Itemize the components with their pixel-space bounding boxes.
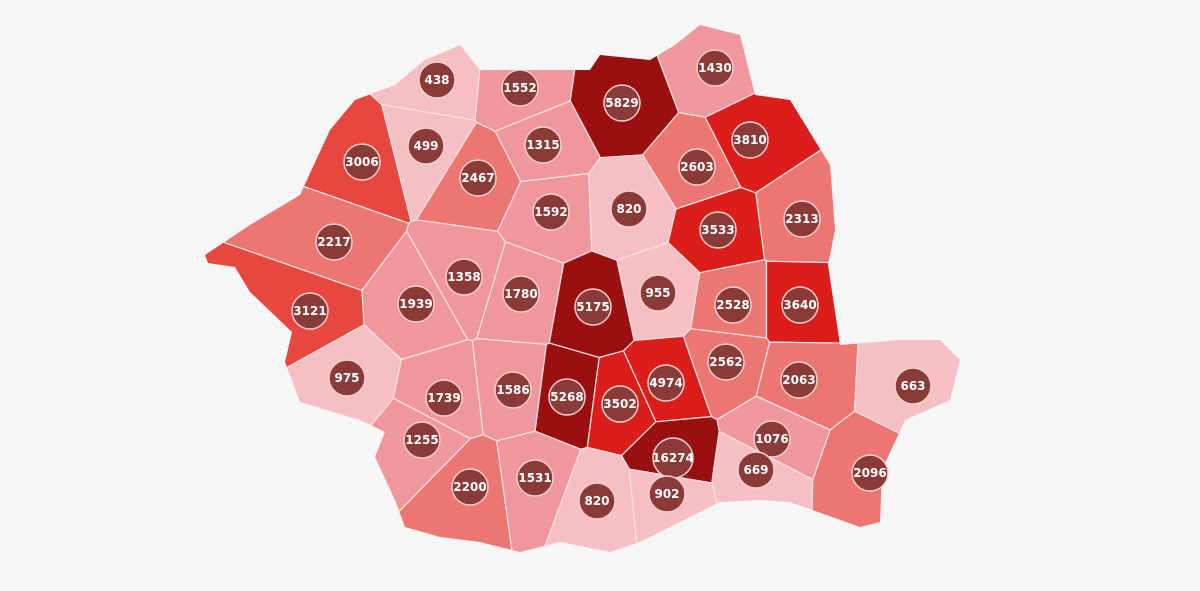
county-value: 3006 — [345, 155, 378, 169]
county-value: 3640 — [783, 298, 816, 312]
county-value: 2096 — [853, 466, 886, 480]
county-value: 2562 — [709, 355, 742, 369]
county-value: 1255 — [405, 433, 438, 447]
value-bubble — [459, 159, 497, 197]
value-bubble — [678, 148, 716, 186]
value-bubble — [291, 292, 329, 330]
value-bubble — [699, 211, 737, 249]
county-value: 955 — [645, 286, 670, 300]
county-value: 663 — [900, 379, 925, 393]
value-bubble — [648, 475, 686, 513]
county-value: 1430 — [698, 61, 731, 75]
county-value: 1739 — [427, 391, 460, 405]
county-value: 1586 — [496, 383, 529, 397]
county-value: 1315 — [526, 138, 559, 152]
value-bubble — [532, 193, 570, 231]
county-value: 2528 — [716, 298, 749, 312]
county-region[interactable] — [150, 324, 403, 591]
value-bubble — [403, 421, 441, 459]
value-bubble — [574, 288, 612, 326]
value-bubble — [696, 49, 734, 87]
value-bubble — [502, 275, 540, 313]
county-value: 1552 — [503, 81, 536, 95]
value-bubble — [397, 285, 435, 323]
county-value: 2603 — [680, 160, 713, 174]
county-value: 1939 — [399, 297, 432, 311]
value-bubble — [445, 258, 483, 296]
county-value: 5175 — [576, 300, 609, 314]
county-region[interactable] — [527, 446, 643, 591]
value-bubble — [603, 84, 641, 122]
county-value: 2467 — [461, 171, 494, 185]
county-value: 975 — [334, 371, 359, 385]
county-value: 902 — [654, 487, 679, 501]
value-bubble — [610, 190, 648, 228]
county-value: 16274 — [652, 451, 694, 465]
county-value: 1076 — [755, 432, 788, 446]
value-bubble — [781, 286, 819, 324]
value-bubble — [425, 379, 463, 417]
county-value: 3502 — [603, 397, 636, 411]
county-value: 2063 — [782, 373, 815, 387]
value-bubble — [501, 69, 539, 107]
value-bubble — [516, 459, 554, 497]
county-value: 1592 — [534, 205, 567, 219]
value-bubble — [851, 454, 889, 492]
value-bubble — [707, 343, 745, 381]
county-region[interactable] — [150, 0, 412, 224]
county-value: 3533 — [701, 223, 734, 237]
county-region[interactable] — [704, 0, 1000, 194]
value-bubble — [451, 468, 489, 506]
county-value: 438 — [424, 73, 449, 87]
county-value: 820 — [616, 202, 641, 216]
value-bubble — [714, 286, 752, 324]
value-bubble — [894, 367, 932, 405]
county-value: 1358 — [447, 270, 480, 284]
value-bubble — [343, 143, 381, 181]
value-bubble — [494, 371, 532, 409]
county-value: 2313 — [785, 212, 818, 226]
county-value: 1780 — [504, 287, 537, 301]
value-bubble — [548, 378, 586, 416]
value-bubble — [783, 200, 821, 238]
value-bubble — [647, 364, 685, 402]
value-bubble — [601, 385, 639, 423]
county-value: 820 — [584, 494, 609, 508]
value-bubble — [737, 451, 775, 489]
county-value: 3121 — [293, 304, 326, 318]
value-bubble — [418, 61, 456, 99]
county-value: 499 — [413, 139, 438, 153]
county-regions — [150, 0, 1000, 591]
county-value: 4974 — [649, 376, 682, 390]
value-bubble — [780, 361, 818, 399]
county-value: 5829 — [605, 96, 638, 110]
value-bubble — [578, 482, 616, 520]
county-labels: 438 1552 5829 1430 499 1315 3810 3006 2467 2603 82… — [291, 49, 932, 520]
value-bubble — [315, 223, 353, 261]
county-value: 669 — [743, 463, 768, 477]
value-bubble — [524, 126, 562, 164]
county-value: 2217 — [317, 235, 350, 249]
county-region[interactable] — [635, 0, 947, 118]
county-value: 1531 — [518, 471, 551, 485]
value-bubble — [407, 127, 445, 165]
county-value: 3810 — [733, 133, 766, 147]
value-bubble — [639, 274, 677, 312]
value-bubble — [328, 359, 366, 397]
county-value: 2200 — [453, 480, 486, 494]
value-bubble — [753, 420, 791, 458]
county-region[interactable] — [809, 410, 1000, 591]
value-bubble — [731, 121, 769, 159]
county-value: 5268 — [550, 390, 583, 404]
